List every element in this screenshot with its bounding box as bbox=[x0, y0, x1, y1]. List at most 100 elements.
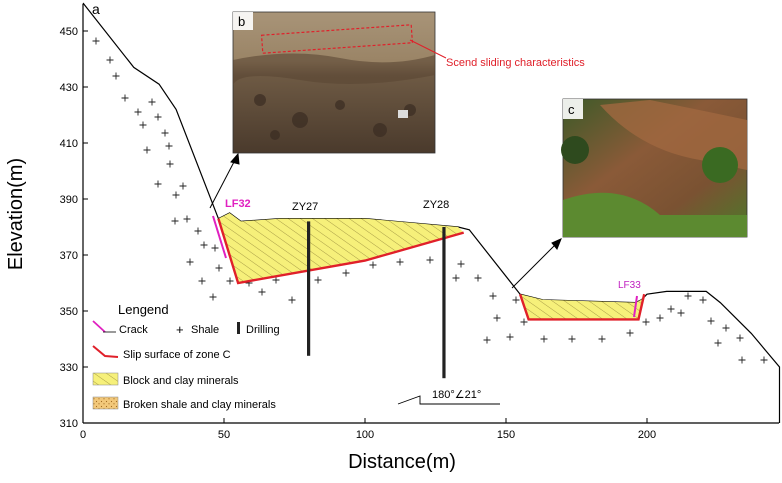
crack-label-lf32: LF32 bbox=[225, 198, 251, 210]
slip-surface-left bbox=[217, 218, 465, 285]
photo-b-annotation: Scend sliding characteristics bbox=[446, 57, 585, 69]
photo-c: c bbox=[561, 98, 748, 238]
drillholes bbox=[307, 221, 446, 379]
annotation-leader bbox=[409, 39, 447, 59]
shale-marker bbox=[148, 98, 156, 106]
legend-title: Lengend bbox=[118, 302, 169, 317]
panel-label-b: b bbox=[238, 14, 245, 29]
ground-surface-line bbox=[82, 2, 781, 423]
plot-axes bbox=[82, 4, 779, 424]
legend-crack: Crack bbox=[119, 324, 148, 336]
slip-surface-right bbox=[518, 293, 646, 321]
y-tick-label: 330 bbox=[60, 362, 78, 374]
shale-marker bbox=[568, 335, 576, 343]
shale-marker bbox=[736, 334, 744, 342]
shale-marker bbox=[194, 227, 202, 235]
shale-marker bbox=[171, 217, 179, 225]
y-tick-label: 370 bbox=[60, 250, 78, 262]
shale-marker bbox=[457, 260, 465, 268]
y-tick-label: 390 bbox=[60, 194, 78, 206]
legend-block-swatch bbox=[92, 372, 119, 386]
x-axis-title: Distance(m) bbox=[348, 451, 456, 473]
shale-marker bbox=[143, 146, 151, 154]
y-tick-label: 350 bbox=[60, 306, 78, 318]
legend-block-clay: Block and clay minerals bbox=[123, 375, 239, 387]
x-tick-label: 50 bbox=[218, 429, 230, 441]
shale-marker bbox=[121, 94, 129, 102]
shale-markers bbox=[92, 37, 768, 364]
shale-marker bbox=[165, 142, 173, 150]
shale-marker bbox=[288, 296, 296, 304]
shale-marker bbox=[139, 121, 147, 129]
drill-label-zy27: ZY27 bbox=[292, 201, 318, 213]
legend-slip-swatch bbox=[92, 345, 119, 358]
shale-marker bbox=[512, 296, 520, 304]
shale-marker bbox=[342, 269, 350, 277]
shale-marker bbox=[452, 274, 460, 282]
y-tick-label: 310 bbox=[60, 418, 78, 430]
shale-marker bbox=[642, 318, 650, 326]
shale-marker bbox=[369, 261, 377, 269]
legend-shale: Shale bbox=[191, 324, 219, 336]
legend-broken-shale: Broken shale and clay minerals bbox=[123, 399, 276, 411]
legend: Lengend Crack + Shale Drilling Slip surf… bbox=[92, 302, 280, 411]
legend-drilling: Drilling bbox=[246, 324, 280, 336]
shale-marker bbox=[760, 356, 768, 364]
shale-marker bbox=[186, 258, 194, 266]
shale-marker bbox=[161, 129, 169, 137]
shale-marker bbox=[183, 215, 191, 223]
legend-shale-swatch: + bbox=[176, 322, 184, 337]
photo-b: b bbox=[232, 11, 447, 154]
shale-marker bbox=[106, 56, 114, 64]
shale-marker bbox=[506, 333, 514, 341]
shale-marker bbox=[272, 276, 280, 284]
shale-marker bbox=[166, 160, 174, 168]
shale-marker bbox=[258, 288, 266, 296]
dip-orientation-symbol: 180°∠21° bbox=[397, 389, 500, 405]
legend-broken-swatch bbox=[92, 396, 119, 410]
shale-marker bbox=[598, 335, 606, 343]
legend-drilling-swatch bbox=[237, 322, 240, 334]
x-tick-label: 200 bbox=[638, 429, 656, 441]
crack-label-lf33: LF33 bbox=[618, 280, 641, 291]
y-tick-label: 410 bbox=[60, 138, 78, 150]
x-tick-label: 150 bbox=[497, 429, 515, 441]
y-axis-ticks: 310 330 350 370 390 410 430 450 bbox=[60, 26, 88, 430]
shale-marker bbox=[179, 182, 187, 190]
shale-marker bbox=[211, 244, 219, 252]
shale-marker bbox=[314, 276, 322, 284]
orientation-label: 180°∠21° bbox=[432, 389, 481, 401]
drill-label-zy28: ZY28 bbox=[423, 199, 449, 211]
shale-marker bbox=[489, 292, 497, 300]
shale-marker bbox=[483, 336, 491, 344]
shale-marker bbox=[684, 292, 692, 300]
shale-marker bbox=[198, 277, 206, 285]
drillhole-zy27 bbox=[307, 221, 311, 356]
shale-marker bbox=[426, 256, 434, 264]
shale-marker bbox=[215, 264, 223, 272]
x-tick-label: 100 bbox=[356, 429, 374, 441]
y-axis-title: Elevation(m) bbox=[5, 158, 27, 270]
legend-slip-surface: Slip surface of zone C bbox=[123, 349, 231, 361]
shale-marker bbox=[396, 258, 404, 266]
shale-marker bbox=[134, 108, 142, 116]
shale-marker bbox=[493, 314, 501, 322]
shale-marker bbox=[474, 274, 482, 282]
y-tick-label: 450 bbox=[60, 26, 78, 38]
panel-label-a: a bbox=[92, 1, 100, 17]
shale-marker bbox=[667, 305, 675, 313]
shale-marker bbox=[707, 317, 715, 325]
shale-marker bbox=[540, 335, 548, 343]
shale-marker bbox=[200, 241, 208, 249]
y-tick-label: 430 bbox=[60, 82, 78, 94]
shale-marker bbox=[738, 356, 746, 364]
x-tick-label: 0 bbox=[80, 429, 86, 441]
crack-lf33 bbox=[633, 295, 638, 318]
shale-marker bbox=[722, 324, 730, 332]
shale-marker bbox=[209, 293, 217, 301]
panel-label-c: c bbox=[568, 102, 575, 117]
shale-marker bbox=[172, 191, 180, 199]
shale-marker bbox=[656, 314, 664, 322]
shale-marker bbox=[714, 339, 722, 347]
